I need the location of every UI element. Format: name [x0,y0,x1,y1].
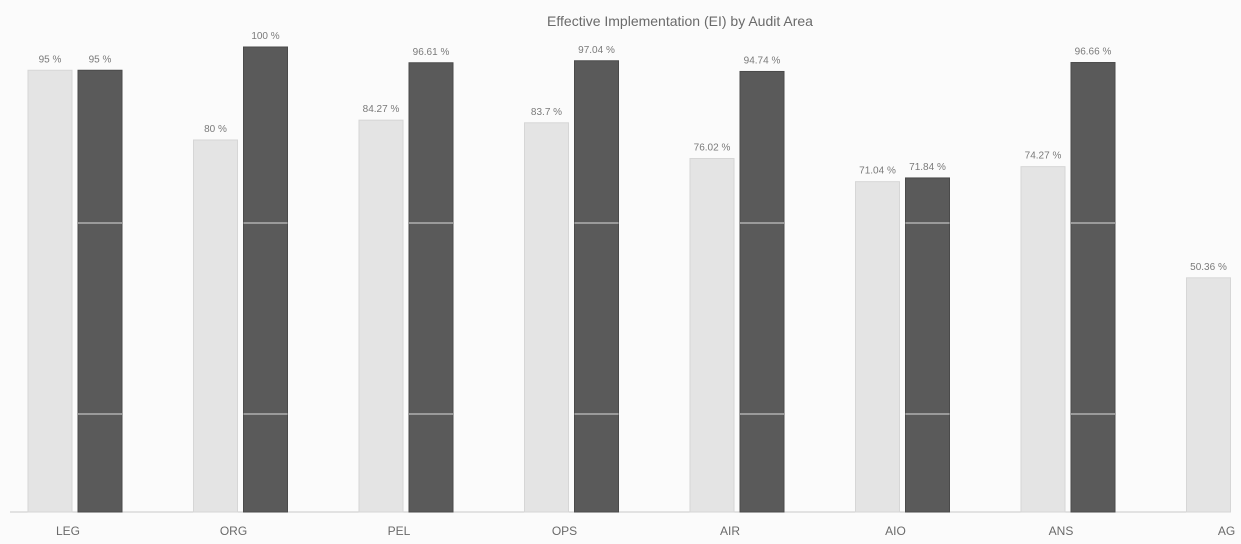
bar-band-leg-2 [78,413,122,415]
bar-ag-series-1 [1186,277,1231,513]
bar-band-air-2 [740,413,784,415]
bar-aio-series-2 [905,177,950,513]
bar-org-series-1 [193,139,238,513]
bar-band-ops-2 [574,413,619,415]
bar-band-org-1 [243,222,288,224]
bar-band-ans-1 [1071,222,1115,224]
data-label-aio-series-2: 71.84 % [909,162,946,173]
x-tick-pel: PEL [388,524,411,538]
data-label-aio-series-1: 71.04 % [859,166,896,177]
bar-band-air-1 [740,222,784,224]
x-tick-labels-group: LEG ORG PEL OPS AIR AIO ANS AG [56,524,1235,538]
data-label-ans-series-2: 96.66 % [1075,47,1112,58]
bar-leg-series-2 [77,69,123,513]
bar-pel-series-1 [358,119,404,513]
bar-band-pel-2 [409,413,453,415]
data-label-ans-series-1: 74.27 % [1025,151,1062,162]
data-label-pel-series-2: 96.61 % [413,47,450,58]
chart-title: Effective Implementation (EI) by Audit A… [547,13,813,29]
bar-air-series-2 [739,70,785,513]
bar-aio-series-1 [855,181,900,513]
data-label-air-series-1: 76.02 % [694,143,731,154]
x-tick-leg: LEG [56,524,80,538]
data-label-leg-series-2: 95 % [89,54,112,65]
data-label-pel-series-1: 84.27 % [363,104,400,115]
data-label-org-series-2: 100 % [251,31,279,42]
x-tick-ans: ANS [1049,524,1074,538]
data-label-air-series-2: 94.74 % [744,55,781,66]
data-label-ops-series-2: 97.04 % [578,45,615,56]
bar-air-series-1 [689,158,735,513]
x-tick-ag: AG [1218,524,1235,538]
x-tick-aio: AIO [885,524,906,538]
x-tick-air: AIR [720,524,740,538]
data-label-ag-series-1: 50.36 % [1190,262,1227,273]
bar-band-aio-2 [905,413,950,415]
bar-band-ops-1 [574,222,619,224]
bar-band-org-2 [243,413,288,415]
bar-org-series-2 [243,46,288,513]
bar-band-aio-1 [905,222,950,224]
bar-band-leg-1 [78,222,122,224]
bar-leg-series-1 [27,69,73,513]
bar-band-ans-2 [1071,413,1115,415]
bars-group [27,46,1231,513]
bar-band-pel-1 [409,222,453,224]
data-label-org-series-1: 80 % [204,124,227,135]
bar-ops-series-2 [574,60,619,513]
data-labels-group: 95 % 95 % 80 % 100 % 84.27 % 96.61 % 83.7 % 97.… [39,31,1227,273]
data-label-leg-series-1: 95 % [39,54,62,65]
x-tick-ops: OPS [552,524,577,538]
x-tick-org: ORG [220,524,247,538]
bar-pel-series-2 [408,62,454,513]
bar-ops-series-1 [524,122,569,513]
data-label-ops-series-1: 83.7 % [531,107,562,118]
bar-ans-series-2 [1070,62,1116,513]
bar-ans-series-1 [1020,166,1066,513]
